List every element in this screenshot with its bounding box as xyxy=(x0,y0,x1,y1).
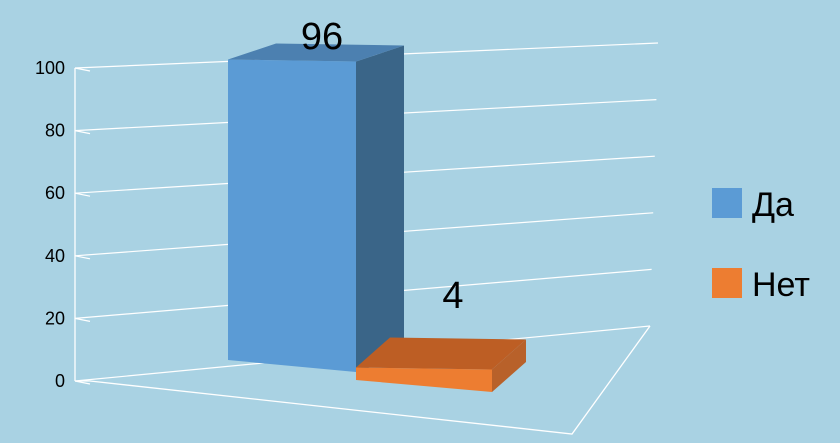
floor-outline xyxy=(75,325,651,435)
bar-0-front xyxy=(228,59,356,373)
gridline-left xyxy=(74,192,91,197)
gridline-left xyxy=(74,67,91,72)
bar-1-side xyxy=(492,339,526,392)
gridline-left xyxy=(74,380,91,385)
y-tick-label: 20 xyxy=(45,308,65,328)
y-tick-label: 100 xyxy=(35,58,65,78)
bar-0-side xyxy=(356,45,404,373)
bar-1-top xyxy=(356,337,526,370)
legend-label-1: Нет xyxy=(752,266,810,304)
data-label-0: 96 xyxy=(301,16,343,58)
legend-swatch-0 xyxy=(712,188,742,218)
legend-label-0: Да xyxy=(752,186,794,224)
y-tick-label: 0 xyxy=(55,371,65,391)
legend: Да Нет xyxy=(712,186,810,304)
gridline-left xyxy=(74,255,91,260)
bar-0-top xyxy=(228,43,404,62)
y-tick-label: 40 xyxy=(45,246,65,266)
legend-swatch-1 xyxy=(712,268,742,298)
data-label-1: 4 xyxy=(442,275,463,317)
bars xyxy=(228,43,526,392)
y-tick-label: 60 xyxy=(45,183,65,203)
gridline-left xyxy=(74,130,91,135)
labels: 0 20 40 60 80 100 96 4 xyxy=(35,16,464,391)
bar-1-front xyxy=(356,367,492,392)
gridline-left xyxy=(74,317,91,322)
y-tick-label: 80 xyxy=(45,121,65,141)
